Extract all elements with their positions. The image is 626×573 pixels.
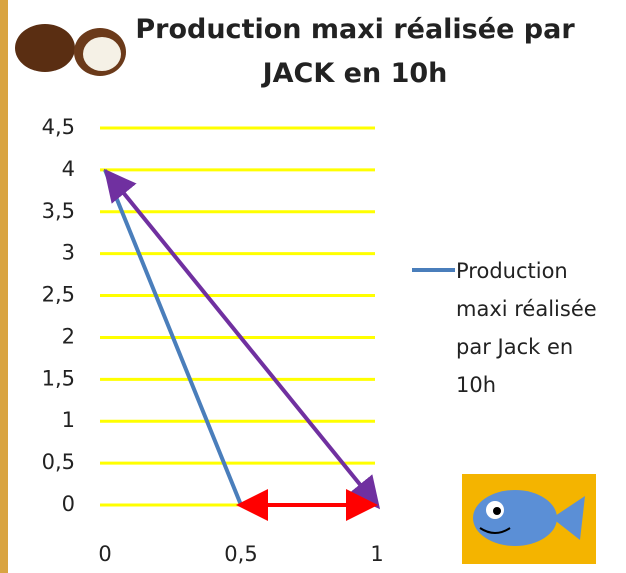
y-tick-label: 4,5	[42, 115, 75, 139]
x-tick-label: 0,5	[224, 542, 257, 566]
y-tick-label: 3,5	[42, 199, 75, 223]
purple-arrow	[109, 175, 375, 503]
y-tick-label: 2	[62, 324, 75, 348]
y-tick-label: 3	[62, 241, 75, 265]
x-tick-label: 1	[370, 542, 383, 566]
y-tick-label: 2,5	[42, 283, 75, 307]
frame-edge	[0, 0, 8, 573]
page: 0 0,5 1 1,5 2 2,5 3 3,5 4 4,5 0 0,5 1 Production max…	[0, 0, 626, 573]
fish-icon	[462, 474, 596, 564]
chart-title: Production maxi réalisée par JACK en 10h	[130, 8, 580, 96]
y-tick-label: 0	[62, 492, 75, 516]
x-tick-label: 0	[98, 542, 111, 566]
legend-label: Production maxi réalisée par Jack en 10h	[456, 252, 616, 404]
y-tick-label: 1,5	[42, 366, 75, 390]
y-tick-label: 1	[62, 408, 75, 432]
y-tick-label: 4	[62, 157, 75, 181]
y-tick-label: 0,5	[42, 450, 75, 474]
coconut-icon	[15, 24, 126, 76]
